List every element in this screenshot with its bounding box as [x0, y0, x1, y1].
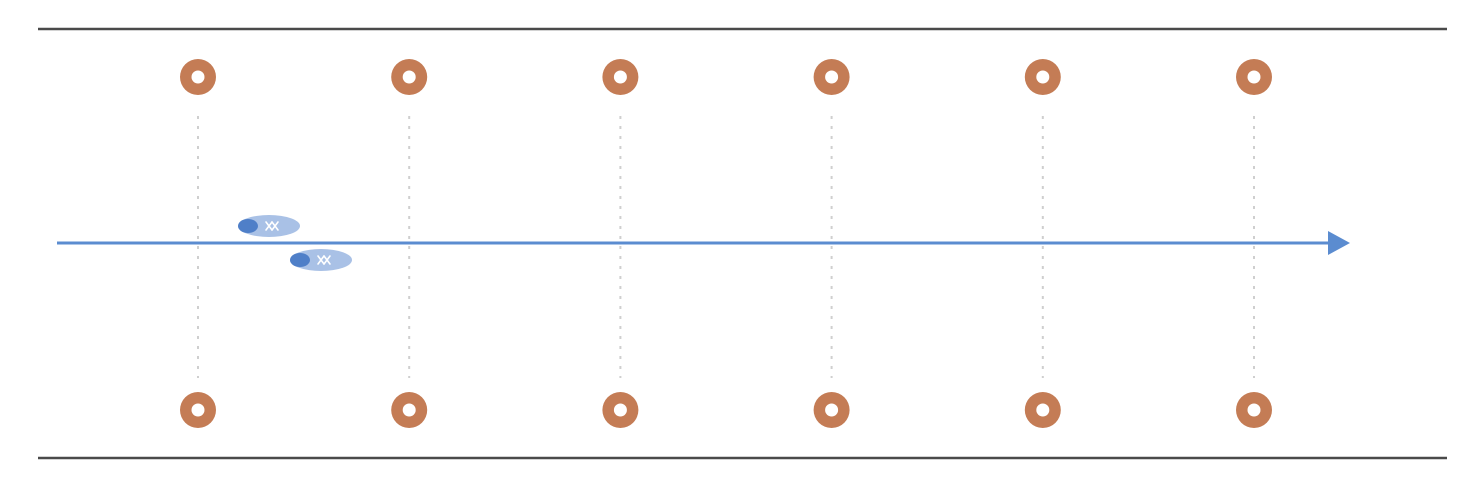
cone-marker-icon — [1024, 392, 1061, 428]
right-shoe-icon — [289, 248, 353, 272]
cone-marker-icon — [813, 59, 850, 95]
cone-marker-icon — [180, 59, 216, 95]
cone-marker-icon — [602, 59, 639, 95]
cone-marker-icon — [180, 392, 216, 428]
cone-markers — [180, 59, 1272, 428]
guide-lines — [197, 116, 1255, 378]
left-shoe-icon — [237, 214, 301, 238]
cone-marker-icon — [602, 392, 639, 428]
cone-marker-icon — [813, 392, 850, 428]
cone-marker-icon — [1024, 59, 1061, 95]
direction-arrow-icon — [1328, 231, 1350, 255]
cone-marker-icon — [1236, 392, 1272, 428]
cone-marker-icon — [391, 59, 428, 95]
cone-marker-icon — [1236, 59, 1272, 95]
cone-marker-icon — [391, 392, 428, 428]
